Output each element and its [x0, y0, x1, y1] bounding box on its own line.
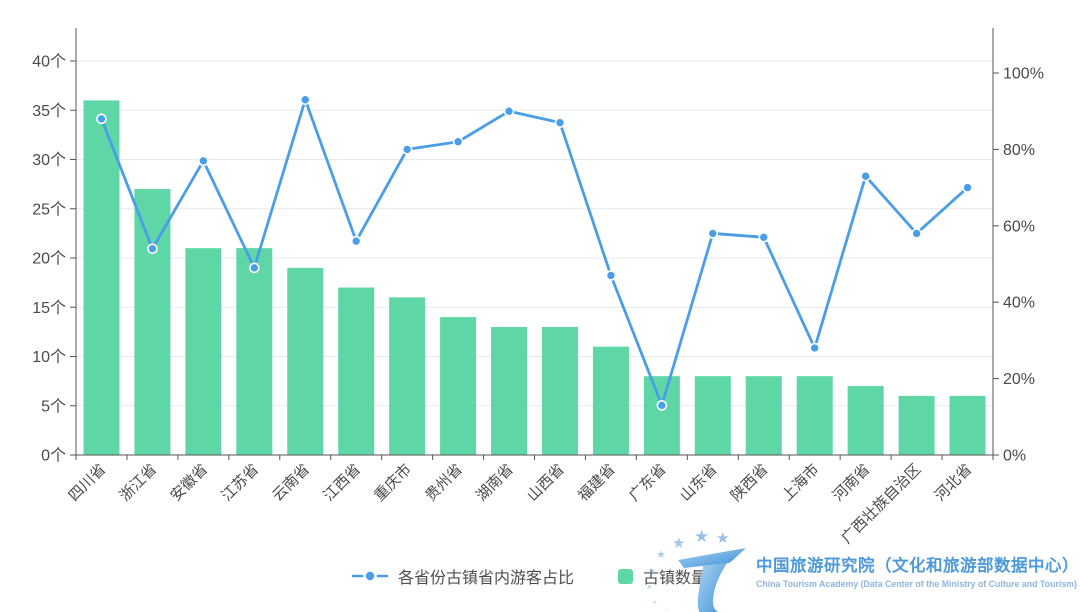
point-福建省[interactable] [605, 270, 617, 281]
bar-贵州省[interactable] [440, 317, 477, 455]
legend-item-visitor-share[interactable]: 各省份古镇省内游客占比 [352, 564, 574, 588]
bar-山西省[interactable] [541, 326, 578, 455]
bar-河南省[interactable] [847, 386, 884, 455]
left-axis-tick-label: 25个 [32, 200, 66, 218]
legend-line-label: 各省份古镇省内游客占比 [398, 570, 575, 587]
bar-上海市[interactable] [796, 376, 833, 455]
brand-name-cn: 中国旅游研究院（文化和旅游部数据中心） [756, 557, 1079, 575]
left-axis-tick-label: 30个 [32, 151, 66, 169]
left-axis-tick-label: 15个 [32, 299, 66, 317]
x-label-浙江省: 浙江省 [116, 461, 160, 505]
point-广西壮族自治区[interactable] [911, 228, 922, 239]
legend-item-town-count[interactable]: 古镇数量 [618, 564, 707, 588]
point-河南省[interactable] [860, 170, 871, 182]
right-axis-tick-label: 40% [1003, 295, 1035, 312]
star-icon: ★ [716, 530, 730, 547]
left-axis-tick-label: 35个 [32, 102, 66, 120]
point-江西省[interactable] [350, 235, 362, 247]
point-广东省[interactable] [656, 400, 668, 411]
point-贵州省[interactable] [452, 136, 464, 148]
left-axis-tick-label: 10个 [32, 348, 66, 366]
point-河北省[interactable] [962, 182, 973, 193]
left-axis-tick-label: 5个 [41, 397, 66, 415]
brand-name-en: China Tourism Academy (Data Center of th… [756, 579, 1077, 589]
point-安徽省[interactable] [198, 155, 209, 167]
right-axis-tick-label: 100% [1003, 66, 1044, 83]
star-icon: ★ [652, 600, 658, 606]
line-series-icon [352, 571, 388, 581]
star-icon: ★ [656, 549, 666, 561]
bar-福建省[interactable] [592, 346, 629, 455]
point-湖南省[interactable] [503, 105, 515, 117]
visitor-share-line[interactable] [100, 98, 969, 407]
x-label-云南省: 云南省 [269, 461, 313, 505]
star-icon: ★ [648, 566, 657, 576]
china-tourism-academy-logo: ★★★★★★★★★★ [646, 528, 776, 612]
x-label-重庆市: 重庆市 [371, 461, 415, 505]
branding-block: ★★★★★★★★★★ 中国旅游研究院（文化和旅游部数据中心） China Tou… [646, 528, 1079, 612]
bar-江西省[interactable] [338, 287, 375, 455]
x-label-江西省: 江西省 [320, 461, 364, 505]
right-axis-tick-label: 60% [1003, 218, 1035, 235]
x-label-贵州省: 贵州省 [422, 461, 466, 505]
point-云南省[interactable] [299, 94, 311, 106]
bar-安徽省[interactable] [185, 248, 222, 455]
left-axis-tick-label: 20个 [32, 250, 66, 268]
left-axis-tick-label: 0个 [41, 447, 66, 465]
combo-chart-canvas: 0个 5个 10个 15个 20个 25个 30个 35个 40个 0% 20% 40% 60% 80% 1… [32, 28, 1044, 545]
bar-四川省[interactable] [83, 100, 120, 456]
bar-河北省[interactable] [949, 395, 986, 455]
x-label-上海市: 上海市 [779, 461, 823, 505]
x-label-山西省: 山西省 [524, 461, 568, 505]
legend-bar-label: 古镇数量 [643, 570, 708, 587]
right-axis-tick-label: 20% [1003, 371, 1035, 388]
bar-广西壮族自治区[interactable] [898, 395, 935, 455]
left-axis-tick-label: 40个 [32, 53, 66, 71]
point-重庆市[interactable] [401, 144, 413, 155]
x-label-陕西省: 陕西省 [728, 461, 772, 505]
right-axis-tick-label: 0% [1003, 448, 1026, 465]
point-山西省[interactable] [554, 117, 566, 128]
brand-text: 中国旅游研究院（文化和旅游部数据中心） China Tourism Academ… [756, 552, 1079, 589]
logo-T-icon [678, 548, 746, 612]
bar-云南省[interactable] [287, 267, 324, 455]
bar-浙江省[interactable] [134, 189, 171, 456]
right-axis-tick-label: 80% [1003, 142, 1035, 159]
x-label-江苏省: 江苏省 [218, 461, 262, 505]
star-icon: ★ [672, 535, 686, 552]
point-浙江省[interactable] [147, 243, 158, 255]
x-label-安徽省: 安徽省 [167, 461, 211, 505]
x-label-广东省: 广东省 [626, 461, 670, 505]
x-label-福建省: 福建省 [575, 461, 619, 505]
bar-山东省[interactable] [694, 376, 731, 455]
x-label-河北省: 河北省 [932, 461, 976, 505]
x-label-四川省: 四川省 [65, 461, 109, 505]
x-label-山东省: 山东省 [677, 461, 721, 505]
point-上海市[interactable] [809, 342, 820, 354]
x-label-河南省: 河南省 [830, 461, 874, 505]
bar-重庆市[interactable] [389, 297, 426, 455]
point-山东省[interactable] [707, 228, 719, 239]
star-icon: ★ [646, 584, 653, 591]
bar-湖南省[interactable] [491, 326, 528, 455]
point-陕西省[interactable] [758, 231, 770, 243]
star-icon: ★ [694, 527, 710, 546]
x-label-湖南省: 湖南省 [473, 461, 517, 505]
point-四川省[interactable] [96, 113, 107, 125]
bar-series-icon [618, 568, 634, 584]
bar-陕西省[interactable] [745, 376, 782, 455]
chart-legend: 各省份古镇省内游客占比 古镇数量 [352, 564, 707, 588]
bar-广东省[interactable] [643, 376, 680, 455]
bar-江苏省[interactable] [236, 248, 273, 455]
point-江苏省[interactable] [249, 262, 260, 274]
